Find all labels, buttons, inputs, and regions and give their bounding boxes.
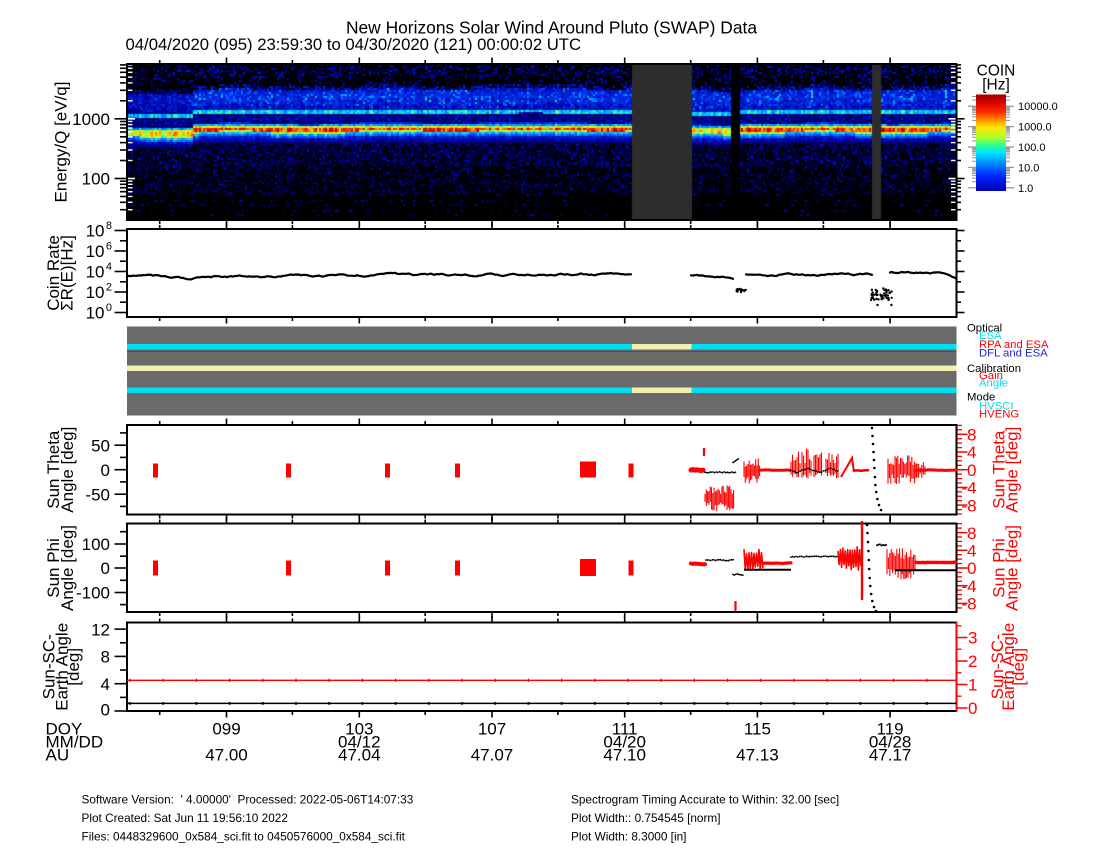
svg-text:10: 10: [86, 263, 105, 282]
svg-text:DOY: DOY: [46, 720, 83, 739]
svg-text:Earth Angle: Earth Angle: [999, 623, 1018, 711]
svg-text:107: 107: [478, 720, 506, 739]
svg-text:47.17: 47.17: [869, 745, 912, 764]
svg-text:Files: 0448329600_0x584_sci.fi: Files: 0448329600_0x584_sci.fit to 04505…: [82, 829, 406, 843]
svg-text:-4: -4: [962, 577, 977, 596]
svg-text:8: 8: [106, 220, 112, 232]
svg-text:3: 3: [968, 629, 977, 648]
svg-text:2: 2: [106, 282, 112, 294]
svg-text:100: 100: [82, 535, 110, 554]
svg-text:2: 2: [968, 652, 977, 671]
svg-text:-8: -8: [962, 595, 977, 614]
svg-text:Sun Theta: Sun Theta: [44, 430, 63, 509]
svg-text:04/28: 04/28: [869, 732, 912, 751]
svg-text:10000.0: 10000.0: [1018, 101, 1058, 113]
svg-text:10.0: 10.0: [1018, 162, 1039, 174]
svg-text:10: 10: [86, 304, 105, 323]
svg-text:100: 100: [82, 170, 110, 189]
svg-text:[Hz]: [Hz]: [982, 77, 1010, 94]
svg-text:Sun-SC-: Sun-SC-: [40, 634, 59, 699]
svg-text:Calibration: Calibration: [967, 363, 1021, 375]
svg-text:Software Version: ' 4.00000': Software Version: ' 4.00000' Processed: …: [82, 792, 414, 806]
svg-text:Angle [deg]: Angle [deg]: [1003, 525, 1022, 611]
svg-text:47.04: 47.04: [338, 745, 381, 764]
svg-text:04/12: 04/12: [338, 732, 381, 751]
svg-text:119: 119: [877, 720, 904, 739]
svg-text:04/04/2020 (095) 23:59:30 to 0: 04/04/2020 (095) 23:59:30 to 04/30/2020 …: [126, 35, 582, 54]
svg-text:HVSCI: HVSCI: [979, 400, 1014, 412]
svg-text:-100: -100: [76, 584, 110, 603]
svg-text:0: 0: [101, 461, 110, 480]
svg-text:50: 50: [91, 436, 110, 455]
svg-text:Plot Width: 8.3000 [in]: Plot Width: 8.3000 [in]: [571, 829, 686, 843]
svg-text:Sun-SC-: Sun-SC-: [988, 634, 1007, 699]
svg-text:100.0: 100.0: [1018, 142, 1046, 154]
svg-text:-50: -50: [85, 485, 110, 504]
svg-text:47.13: 47.13: [736, 745, 779, 764]
svg-text:Sun Phi: Sun Phi: [44, 538, 63, 598]
svg-text:[deg]: [deg]: [64, 648, 83, 686]
svg-text:4: 4: [106, 261, 112, 273]
svg-text:Spectrogram Timing Accurate to: Spectrogram Timing Accurate to Within: 3…: [571, 792, 839, 806]
svg-text:Mode: Mode: [967, 391, 995, 403]
svg-text:MM/DD: MM/DD: [46, 732, 104, 751]
svg-text:0: 0: [968, 699, 977, 718]
svg-text:099: 099: [212, 720, 240, 739]
svg-text:47.00: 47.00: [205, 745, 248, 764]
svg-text:Plot Width:: 0.754545 [norm]: Plot Width:: 0.754545 [norm]: [571, 811, 721, 825]
svg-text:111: 111: [612, 720, 638, 739]
svg-text:0: 0: [967, 559, 976, 578]
svg-text:0: 0: [106, 302, 112, 314]
svg-text:Earth Angle: Earth Angle: [53, 623, 72, 711]
svg-text:ESA: ESA: [979, 330, 1002, 342]
svg-text:Energy/Q [eV/q]: Energy/Q [eV/q]: [52, 82, 71, 203]
svg-text:DFL and ESA: DFL and ESA: [979, 347, 1048, 359]
svg-text:COIN: COIN: [977, 63, 1016, 80]
svg-text:4: 4: [967, 443, 976, 462]
svg-text:04/20: 04/20: [603, 732, 646, 751]
svg-text:8: 8: [101, 648, 110, 667]
svg-text:AU: AU: [46, 745, 70, 764]
svg-text:New Horizons Solar Wind Around: New Horizons Solar Wind Around Pluto (SW…: [346, 17, 757, 37]
svg-text:Angle: Angle: [979, 378, 1008, 390]
svg-text:4: 4: [101, 675, 110, 694]
svg-text:RPA and ESA: RPA and ESA: [979, 339, 1049, 351]
svg-text:HVENG: HVENG: [979, 409, 1019, 421]
svg-text:-8: -8: [962, 496, 977, 515]
svg-text:0: 0: [967, 461, 976, 480]
svg-text:8: 8: [967, 426, 976, 445]
svg-text:47.10: 47.10: [603, 745, 646, 764]
svg-text:Sun Theta: Sun Theta: [990, 430, 1009, 509]
svg-text:10: 10: [86, 242, 105, 261]
svg-text:1000: 1000: [72, 110, 110, 129]
svg-text:[deg]: [deg]: [1009, 648, 1028, 686]
svg-text:Optical: Optical: [967, 323, 1002, 335]
svg-text:1: 1: [968, 676, 977, 695]
svg-text:10: 10: [86, 283, 105, 302]
svg-text:47.07: 47.07: [471, 745, 514, 764]
svg-text:Angle [deg]: Angle [deg]: [58, 427, 77, 513]
svg-text:12: 12: [91, 620, 110, 639]
svg-text:Plot Created: Sat Jun 11 19:56: Plot Created: Sat Jun 11 19:56:10 2022: [82, 811, 288, 825]
svg-text:10: 10: [86, 222, 105, 241]
svg-text:Angle [deg]: Angle [deg]: [58, 525, 77, 611]
svg-text:115: 115: [744, 720, 771, 739]
svg-text:1000.0: 1000.0: [1018, 122, 1052, 134]
svg-text:Sun Phi: Sun Phi: [990, 538, 1009, 598]
svg-text:-4: -4: [962, 479, 977, 498]
svg-text:6: 6: [106, 241, 112, 253]
svg-text:ΣR(E)[Hz]: ΣR(E)[Hz]: [58, 235, 77, 311]
svg-text:Gain: Gain: [979, 370, 1003, 382]
svg-text:103: 103: [345, 720, 373, 739]
svg-text:1.0: 1.0: [1018, 183, 1033, 195]
svg-text:Angle [deg]: Angle [deg]: [1003, 427, 1022, 513]
svg-text:0: 0: [101, 701, 110, 720]
svg-text:8: 8: [967, 524, 976, 543]
svg-text:Coin Rate: Coin Rate: [44, 235, 63, 311]
svg-text:4: 4: [967, 542, 976, 561]
svg-text:0: 0: [101, 559, 110, 578]
